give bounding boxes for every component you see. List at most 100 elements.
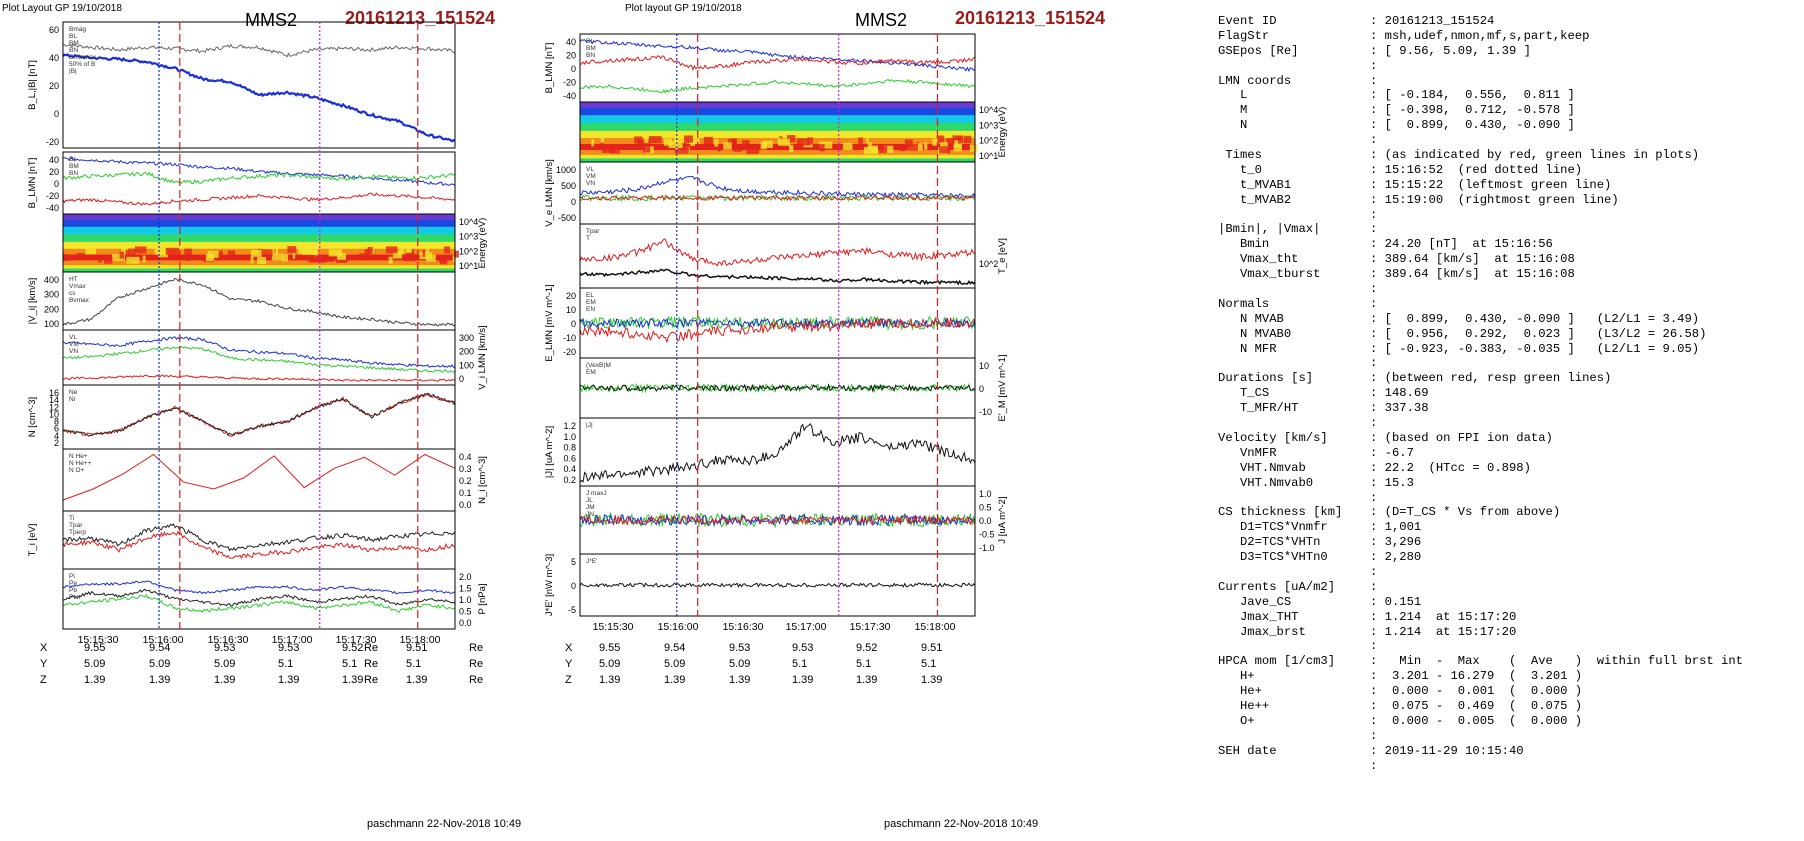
summary-line: HPCA mom [1/cm3]: Min - Max ( Ave ) with… <box>1218 654 1798 669</box>
position-row-label: X <box>40 642 48 654</box>
position-value: 9.53 <box>792 642 814 654</box>
legend-entry: Tperp <box>69 529 86 536</box>
time-tick-label: 15:18:00 <box>400 634 441 646</box>
summary-key: CS thickness [km] <box>1218 505 1343 520</box>
summary-key: Currents [uA/m2] <box>1218 579 1336 594</box>
position-value: 5.09 <box>214 658 236 670</box>
summary-value: : (D=T_CS * Vs from above) <box>1370 505 1561 520</box>
spectrogram-speckle <box>425 254 436 262</box>
summary-key: VHT.Nmvab <box>1218 460 1306 475</box>
summary-value: : 2019-11-29 10:15:40 <box>1370 743 1524 758</box>
y-tick-label: 0.3 <box>459 464 472 474</box>
spectrogram-speckle <box>718 144 721 152</box>
summary-key: Event ID <box>1218 14 1277 28</box>
time-tick-label: 15:15:30 <box>593 621 634 633</box>
y-tick-label: 10^2 <box>979 259 998 269</box>
y-tick-label: 10^4 <box>979 105 998 115</box>
position-row-label: Y <box>40 658 48 670</box>
legend-entry: |J| <box>586 422 593 429</box>
middle-plot-column: Plot layout GP 19/10/2018 MMS2 20161213_… <box>364 0 1165 841</box>
y-tick-label: 0.2 <box>459 476 472 486</box>
legend-entry: |B| <box>69 68 77 75</box>
spectrogram-speckle <box>426 246 430 254</box>
position-value: 5.1 <box>921 658 937 670</box>
summary-key: VnMFR <box>1218 445 1277 460</box>
spectrogram-speckle <box>322 254 335 262</box>
summary-line: VHT.Nmvab: 22.2 (HTcc = 0.898) <box>1218 461 1798 476</box>
position-value: 5.09 <box>729 658 751 670</box>
spectrogram-band <box>580 115 975 124</box>
summary-key: He+ <box>1218 684 1262 699</box>
summary-value: : <box>1370 356 1378 371</box>
spectrogram-speckle <box>878 145 888 153</box>
spectrogram-band <box>580 130 975 139</box>
trace-line <box>579 175 976 199</box>
trace-line <box>62 192 456 207</box>
spacecraft-label: MMS2 <box>855 10 908 30</box>
trace-line <box>579 422 976 483</box>
trace-line <box>579 78 976 94</box>
legend-entry: Ti <box>69 515 74 522</box>
position-value: 9.54 <box>149 642 171 654</box>
summary-value: : 15:19:00 (rightmost green line) <box>1370 192 1619 207</box>
spectrogram-speckle <box>76 252 85 260</box>
y-tick-label: -20 <box>563 347 576 357</box>
summary-key: GSEpos [Re] <box>1218 43 1299 58</box>
spectrogram-speckle <box>405 247 413 255</box>
summary-key: N MVAB <box>1218 311 1284 326</box>
panel-frame <box>62 21 456 149</box>
y-axis-label: Energy (eV) <box>477 218 488 269</box>
trace-line <box>579 514 976 526</box>
spectrogram-speckle <box>388 256 393 264</box>
summary-line: : <box>1218 133 1798 148</box>
legend-entry: BN <box>69 47 78 54</box>
event-id-label: 20161213_151524 <box>345 8 496 28</box>
summary-value: : 389.64 [km/s] at 15:16:08 <box>1370 267 1575 282</box>
legend-entry: EM <box>586 299 596 306</box>
spectrogram-speckle <box>227 250 236 258</box>
summary-line: He+: 0.000 - 0.001 ( 0.000 ) <box>1218 684 1798 699</box>
summary-line: : <box>1218 491 1798 506</box>
summary-key: Normals <box>1218 296 1270 311</box>
plot-layout-label: Plot Layout GP 19/10/2018 <box>2 3 122 14</box>
legend-entry: VL <box>69 334 77 341</box>
y-axis-label: |V_i| [km/s] <box>27 278 38 325</box>
summary-line: Vmax_tburst: 389.64 [km/s] at 15:16:08 <box>1218 267 1798 282</box>
y-tick-label: 10 <box>979 361 989 371</box>
position-value: 1.39 <box>599 674 621 686</box>
summary-line: H+: 3.201 - 16.279 ( 3.201 ) <box>1218 669 1798 684</box>
legend-entry: BL <box>69 33 77 40</box>
spectrogram-speckle <box>275 247 278 255</box>
summary-value: : (based on FPI ion data) <box>1370 430 1553 445</box>
spectrogram-speckle <box>946 138 957 146</box>
spectrogram-speckle <box>111 254 125 262</box>
y-axis-label: N [cm^-3] <box>27 397 38 437</box>
y-tick-label: -20 <box>563 78 576 88</box>
summary-key: D1=TCS*Vnmfr <box>1218 520 1328 535</box>
summary-value: : 1.214 at 15:17:20 <box>1370 624 1517 639</box>
y-tick-label: -20 <box>46 137 59 147</box>
spectrogram-speckle <box>63 254 69 262</box>
position-value: 5.1 <box>342 658 358 670</box>
trace-line <box>62 580 456 595</box>
summary-key: |Bmin|, |Vmax| <box>1218 222 1321 237</box>
position-value: 5.09 <box>149 658 171 670</box>
y-tick-label: 10^1 <box>979 151 998 161</box>
summary-line: SEH date : 2019-11-29 10:15:40 <box>1218 744 1798 759</box>
summary-key: SEH date <box>1218 743 1277 758</box>
legend-entry: Bmag <box>69 26 86 33</box>
left-plot-column: Plot Layout GP 19/10/2018 MMS2 20161213_… <box>0 0 560 841</box>
spectrogram-speckle <box>317 255 327 263</box>
y-axis-label: B_LMN [nT] <box>27 158 38 209</box>
spectrogram-speckle <box>85 247 97 255</box>
summary-value: : <box>1370 133 1378 148</box>
y-axis-label: P [nPa] <box>477 584 488 615</box>
spectrogram-speckle <box>287 246 297 254</box>
spectrogram-speckle <box>842 142 853 150</box>
y-tick-label: 0.4 <box>459 452 472 462</box>
spectrogram-speckle <box>643 145 651 153</box>
y-tick-label: 40 <box>566 37 576 47</box>
legend-entry: cs <box>69 290 76 297</box>
